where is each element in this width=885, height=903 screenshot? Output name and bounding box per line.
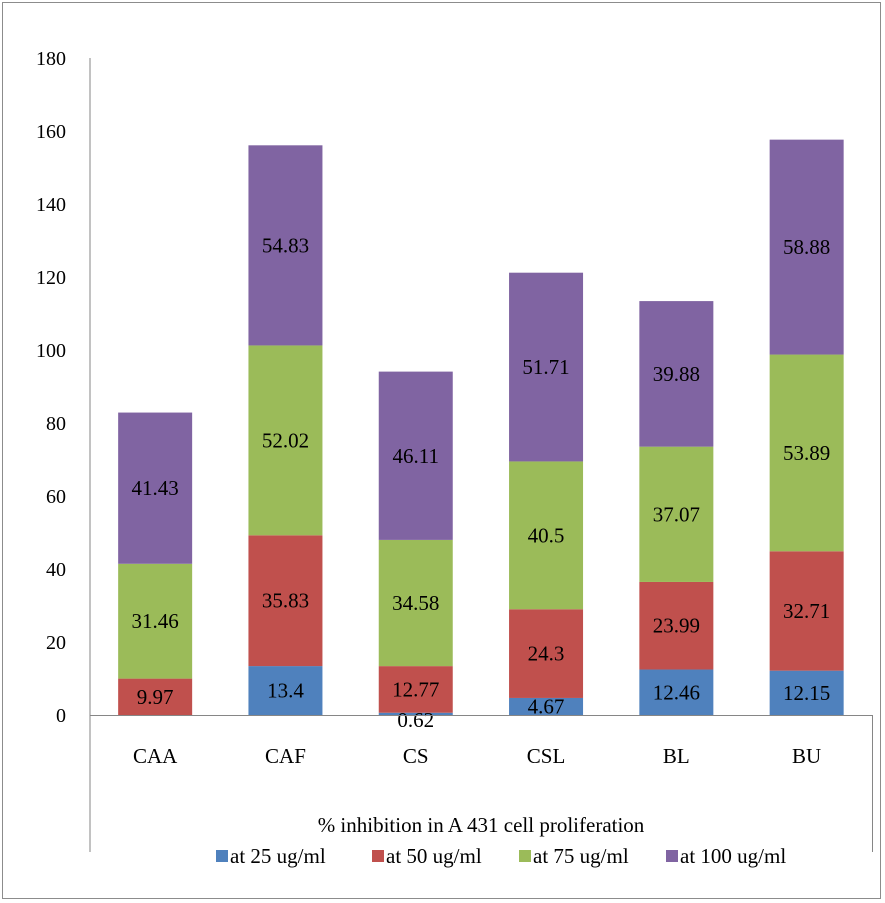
y-axis-ticks: 0 20 40 60 80 100 120 140 160 180 [36, 48, 66, 727]
category-label: CS [403, 744, 429, 768]
data-label: 37.07 [653, 502, 700, 526]
bar-segment [509, 461, 584, 610]
legend-label: at 50 ug/ml [386, 844, 482, 868]
data-label: 4.67 [528, 694, 565, 718]
legend: at 25 ug/ml at 50 ug/ml at 75 ug/ml at 100 … [216, 844, 786, 868]
data-label: 0.62 [397, 708, 434, 732]
axes [89, 58, 873, 852]
data-label: 9.97 [137, 685, 174, 709]
data-label: 31.46 [132, 609, 179, 633]
bar-segment [378, 712, 453, 715]
bars [118, 139, 844, 715]
legend-swatch [519, 850, 531, 862]
category-label: CAA [133, 744, 178, 768]
legend-label: at 25 ug/ml [230, 844, 326, 868]
data-label: 40.5 [528, 523, 565, 547]
bar-segment [248, 666, 323, 715]
bar-segment [769, 354, 844, 552]
data-label: 12.15 [783, 681, 830, 705]
bar-segment [378, 666, 453, 713]
data-label: 35.83 [262, 589, 309, 613]
data-label: 53.89 [783, 441, 830, 465]
y-tick-label: 140 [36, 194, 66, 216]
bar-segment [118, 678, 193, 715]
category-label: BL [663, 744, 690, 768]
data-label: 39.88 [653, 362, 700, 386]
data-label: 58.88 [783, 235, 830, 259]
bar-segment [639, 301, 714, 447]
y-tick-label: 120 [36, 267, 66, 289]
bar-segment [248, 345, 323, 536]
bar-segment [769, 670, 844, 715]
data-label: 12.77 [392, 677, 439, 701]
bar-segment [118, 412, 193, 564]
y-tick-label: 20 [46, 632, 66, 654]
bar-segment [509, 697, 584, 715]
y-tick-label: 0 [56, 705, 66, 727]
bar-segment [248, 145, 323, 346]
data-label: 46.11 [393, 444, 439, 468]
bar-segment [769, 551, 844, 671]
bar-segment [639, 581, 714, 670]
data-label: 32.71 [783, 599, 830, 623]
data-label: 51.71 [522, 355, 569, 379]
data-label: 41.43 [132, 476, 179, 500]
legend-swatch [372, 850, 384, 862]
y-tick-label: 60 [46, 486, 66, 508]
data-label: 23.99 [653, 614, 700, 638]
bar-segment [248, 535, 323, 667]
legend-swatch [666, 850, 678, 862]
legend-swatch [216, 850, 228, 862]
y-tick-label: 80 [46, 413, 66, 435]
legend-label: at 75 ug/ml [533, 844, 629, 868]
data-label: 13.4 [267, 679, 304, 703]
category-label: CAF [265, 744, 306, 768]
y-tick-label: 100 [36, 340, 66, 362]
data-label: 12.46 [653, 680, 700, 704]
bar-segment [639, 446, 714, 582]
bar-segment [509, 609, 584, 698]
bar-segment [118, 563, 193, 679]
category-label: BU [792, 744, 821, 768]
y-tick-label: 40 [46, 559, 66, 581]
category-label: CSL [527, 744, 566, 768]
y-tick-label: 180 [36, 48, 66, 70]
legend-label: at 100 ug/ml [680, 844, 786, 868]
x-axis-title: % inhibition in A 431 cell proliferation [318, 813, 645, 837]
data-labels: 9.97 31.46 41.43 13.4 35.83 52.02 54.83 0.62 12.… [132, 233, 831, 732]
bar-segment [769, 139, 844, 355]
data-label: 34.58 [392, 591, 439, 615]
x-axis-categories: CAA CAF CS CSL BL BU [133, 744, 821, 768]
data-label: 54.83 [262, 233, 309, 257]
data-label: 24.3 [528, 642, 565, 666]
bar-segment [509, 272, 584, 462]
bar-segment [639, 669, 714, 715]
y-tick-label: 160 [36, 121, 66, 143]
bar-segment [378, 539, 453, 667]
data-label: 52.02 [262, 428, 309, 452]
bar-segment [378, 371, 453, 540]
